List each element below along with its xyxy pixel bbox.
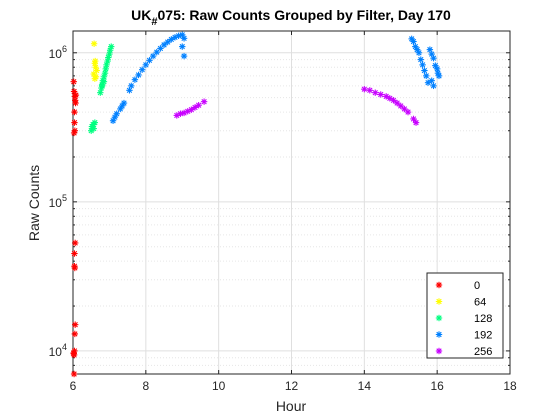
data-point	[70, 78, 77, 85]
data-point	[179, 43, 186, 50]
x-tick-label: 6	[70, 379, 77, 393]
series-64	[90, 40, 100, 82]
data-point	[404, 108, 412, 116]
data-point	[71, 239, 79, 247]
data-point	[71, 250, 78, 257]
data-point	[71, 321, 79, 328]
x-axis-label: Hour	[276, 398, 307, 414]
data-point	[377, 91, 384, 98]
data-point	[191, 104, 199, 111]
x-tick-label: 14	[358, 379, 372, 393]
axes	[72, 30, 511, 375]
series-192	[109, 31, 443, 124]
data-point	[71, 263, 78, 270]
legend-label: 256	[474, 346, 492, 358]
data-point	[419, 61, 426, 69]
data-point	[71, 108, 78, 116]
legend-items: 0 64 128 192 256	[435, 280, 492, 358]
data-point	[120, 99, 128, 107]
data-point	[433, 65, 441, 73]
legend-label: 192	[474, 330, 492, 342]
data-point	[102, 65, 109, 73]
x-tick-label: 8	[142, 379, 149, 393]
x-tick-label: 16	[430, 379, 444, 393]
data-point	[90, 40, 98, 47]
data-marks	[70, 31, 443, 378]
data-point	[366, 87, 373, 94]
data-point	[90, 125, 97, 132]
legend-marker-64	[435, 298, 443, 305]
data-point	[435, 72, 443, 80]
legend-marker-192	[435, 331, 443, 338]
data-point	[188, 106, 195, 113]
data-point	[164, 38, 171, 46]
data-point	[428, 77, 435, 84]
legend-label: 64	[474, 297, 486, 309]
y-tick-label: 106	[49, 44, 67, 61]
series-128	[88, 43, 115, 134]
data-point	[160, 41, 168, 49]
data-point	[421, 67, 428, 74]
tick-labels: 6 8 10 12 14 16 18 104 105 106	[49, 44, 517, 393]
series-256	[173, 85, 420, 126]
data-point	[100, 78, 108, 85]
data-point	[412, 119, 420, 126]
data-point	[70, 350, 77, 357]
data-point	[430, 82, 437, 90]
data-point	[91, 75, 99, 82]
data-point	[72, 91, 80, 99]
data-point	[410, 38, 417, 45]
legend: 0 64 128 192 256	[426, 272, 504, 359]
y-axis-label: Raw Counts	[26, 165, 42, 241]
series-0	[70, 78, 80, 378]
data-point	[410, 115, 417, 123]
data-point	[180, 35, 188, 42]
data-point	[423, 72, 430, 80]
data-point	[70, 88, 78, 95]
data-point	[70, 129, 78, 137]
legend-marker-256	[435, 347, 443, 355]
legend-label: 128	[474, 313, 492, 325]
data-point	[390, 97, 397, 104]
legend-box	[426, 272, 504, 359]
data-point	[153, 48, 160, 56]
data-point	[361, 85, 368, 93]
data-point	[382, 93, 390, 100]
data-point	[424, 79, 432, 86]
data-point	[108, 43, 115, 50]
data-point	[430, 54, 437, 62]
data-point	[135, 71, 142, 79]
x-tick-label: 18	[503, 379, 517, 393]
data-point	[70, 370, 78, 378]
data-point	[138, 66, 146, 73]
legend-marker-128	[435, 314, 443, 322]
legend-label: 0	[474, 280, 480, 292]
data-point	[113, 110, 120, 117]
data-point	[98, 82, 106, 90]
data-point	[72, 99, 79, 107]
data-point	[417, 56, 424, 63]
x-tick-label: 12	[285, 379, 299, 393]
data-point	[180, 52, 188, 60]
data-point	[128, 82, 135, 90]
data-point	[372, 89, 379, 96]
y-tick-label: 104	[49, 342, 67, 359]
data-point	[131, 76, 139, 83]
y-tick-label: 105	[49, 193, 67, 210]
x-tick-label: 10	[212, 379, 226, 393]
data-point	[91, 119, 99, 126]
data-point	[195, 101, 202, 109]
data-point	[200, 98, 208, 105]
data-point	[101, 69, 109, 77]
data-point	[71, 330, 79, 338]
data-point	[97, 89, 104, 96]
data-point	[92, 57, 99, 65]
data-point	[146, 57, 153, 64]
data-point	[142, 61, 150, 69]
data-point	[71, 119, 78, 126]
chart-title: UK#075: Raw Counts Grouped by Filter, Da…	[131, 7, 451, 28]
data-point	[415, 49, 423, 56]
legend-marker-0	[435, 281, 443, 289]
